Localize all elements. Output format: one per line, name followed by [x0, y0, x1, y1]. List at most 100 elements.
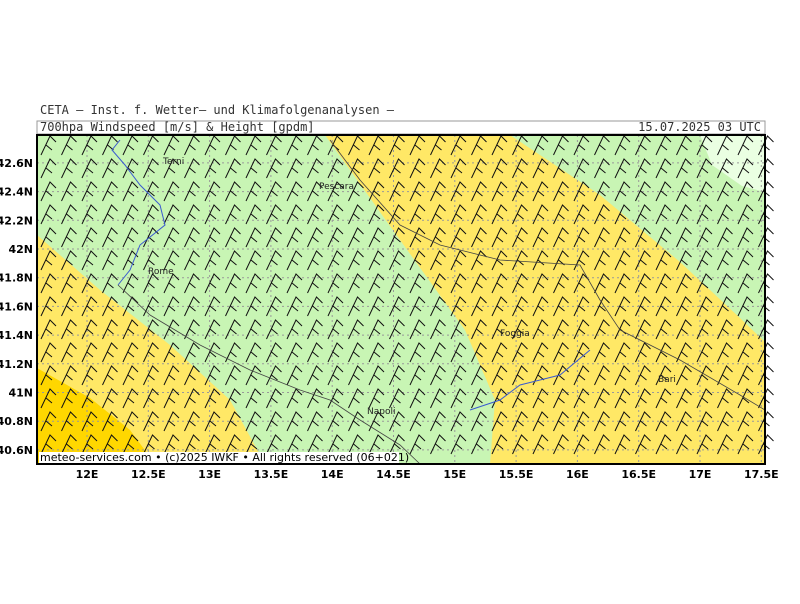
wind-barb [163, 434, 180, 455]
wind-barb [245, 388, 262, 409]
wind-barb [327, 434, 344, 455]
wind-barb [40, 411, 57, 432]
lat-tick-label: 42N [8, 243, 33, 256]
lon-tick-label: 12.5E [131, 468, 166, 481]
wind-barb [122, 411, 139, 432]
wind-barb [266, 388, 282, 409]
wind-barb [61, 365, 77, 386]
wind-barb [245, 181, 262, 202]
wind-barb [614, 296, 631, 317]
lon-tick-label: 16.5E [621, 468, 656, 481]
wind-barb [635, 319, 651, 340]
wind-barb [512, 411, 528, 432]
wind-barb [430, 273, 446, 294]
wind-barb [122, 227, 139, 248]
wind-barb [450, 434, 467, 455]
wind-barb [143, 273, 159, 294]
wind-barb [512, 342, 528, 363]
wind-barb [266, 273, 282, 294]
wind-barb [553, 388, 569, 409]
wind-barb [389, 204, 405, 225]
wind-barb [635, 365, 651, 386]
wind-barb [102, 204, 118, 225]
wind-barb [61, 296, 77, 317]
wind-barb [61, 273, 77, 294]
wind-barb [266, 250, 282, 271]
wind-barb [348, 365, 364, 386]
wind-barb [348, 250, 364, 271]
wind-barb [286, 273, 303, 294]
wind-barb [204, 319, 221, 340]
wind-barb [204, 250, 221, 271]
wind-barb [717, 365, 733, 386]
lon-tick-label: 12E [76, 468, 99, 481]
wind-barb [81, 434, 98, 455]
wind-barb [368, 342, 385, 363]
wind-barb [348, 434, 364, 455]
wind-barb [491, 342, 508, 363]
wind-barb [614, 273, 631, 294]
wind-barb [717, 296, 733, 317]
river [111, 139, 166, 286]
wind-barb [635, 227, 651, 248]
wind-barb [81, 158, 98, 179]
wind-barb [471, 250, 487, 271]
wind-barb [717, 250, 733, 271]
wind-barb [573, 411, 590, 432]
wind-barb [204, 273, 221, 294]
wind-barb [286, 158, 303, 179]
wind-barb [471, 319, 487, 340]
wind-barb [655, 181, 672, 202]
city-label: Rome [148, 267, 174, 277]
wind-barb [409, 227, 426, 248]
coastline [329, 139, 766, 411]
wind-barb [327, 181, 344, 202]
wind-barb [594, 250, 610, 271]
wind-barb [225, 158, 241, 179]
wind-barb [655, 365, 672, 386]
wind-barb [573, 388, 590, 409]
wind-barb [553, 434, 569, 455]
wind-barb [635, 434, 651, 455]
wind-barb [81, 181, 98, 202]
wind-barb [389, 342, 405, 363]
lon-tick-label: 15.5E [499, 468, 534, 481]
wind-barb [676, 411, 692, 432]
wind-barb [389, 158, 405, 179]
wind-barb [286, 388, 303, 409]
wind-barb [430, 296, 446, 317]
wind-barb [163, 296, 180, 317]
wind-barb [409, 342, 426, 363]
wind-barb [40, 273, 57, 294]
wind-barb [327, 411, 344, 432]
wind-barb [696, 204, 713, 225]
wind-barb [163, 388, 180, 409]
wind-barb [450, 273, 467, 294]
wind-barb [286, 227, 303, 248]
wind-barb [676, 227, 692, 248]
wind-barb [40, 227, 57, 248]
lon-tick-label: 16E [566, 468, 589, 481]
wind-barb [450, 250, 467, 271]
valid-time: 15.07.2025 03 UTC [638, 120, 761, 134]
lon-tick-label: 13E [198, 468, 221, 481]
wind-barb [717, 158, 733, 179]
wind-barb [573, 158, 590, 179]
river [469, 349, 591, 411]
wind-barb [204, 158, 221, 179]
wind-barb [266, 158, 282, 179]
lat-tick-label: 41.6N [0, 300, 33, 313]
wind-barb [102, 319, 118, 340]
wind-barb [348, 204, 364, 225]
city-label: Terni [162, 157, 184, 167]
wind-barb [430, 434, 446, 455]
wind-barb [163, 204, 180, 225]
wind-barb [184, 388, 200, 409]
wind-barb [143, 204, 159, 225]
wind-barb [471, 388, 487, 409]
wind-barb [430, 227, 446, 248]
wind-barb [430, 388, 446, 409]
band-gold [37, 368, 155, 464]
wind-barb [102, 342, 118, 363]
wind-barb [430, 250, 446, 271]
